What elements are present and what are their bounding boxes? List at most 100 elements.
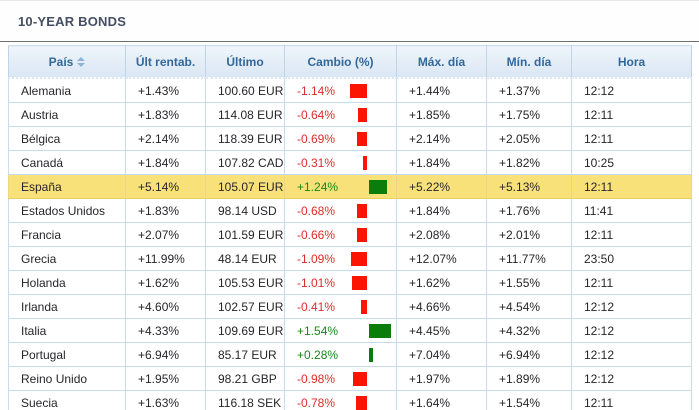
day-low-cell: +1.37% <box>486 77 572 103</box>
last-yield-cell: +4.60% <box>125 294 206 319</box>
last-price-cell: 48.14 EUR <box>205 246 285 271</box>
day-high-cell: +1.84% <box>396 198 487 223</box>
table-row: España +5.14% 105.07 EUR +1.24% +5.22% +… <box>8 174 692 199</box>
time-cell: 12:11 <box>571 126 692 151</box>
column-header-cambio[interactable]: Cambio (%) <box>284 45 397 79</box>
last-price-cell: 98.21 GBP <box>205 366 285 391</box>
change-cell: -1.14% <box>284 77 397 103</box>
last-yield-cell: +11.99% <box>125 246 206 271</box>
country-cell[interactable]: Canadá <box>8 150 126 175</box>
country-cell[interactable]: Estados Unidos <box>8 198 126 223</box>
last-price-cell: 102.57 EUR <box>205 294 285 319</box>
change-bar <box>361 299 367 314</box>
table-row: Austria +1.83% 114.08 EUR -0.64% +1.85% … <box>8 102 692 127</box>
day-high-cell: +1.85% <box>396 102 487 127</box>
change-value: -1.14% <box>297 83 336 98</box>
country-cell[interactable]: Austria <box>8 102 126 127</box>
table-header: País Últ rentab. Último Cambio (%) Máx. … <box>8 45 692 79</box>
change-cell: -0.68% <box>284 198 397 223</box>
day-low-cell: +4.32% <box>486 318 572 343</box>
change-bar <box>369 347 373 362</box>
change-cell: +1.54% <box>284 318 397 343</box>
last-price-cell: 98.14 USD <box>205 198 285 223</box>
change-bar <box>369 179 387 194</box>
day-high-cell: +5.22% <box>396 174 487 199</box>
last-yield-cell: +1.63% <box>125 390 206 410</box>
change-value: -0.64% <box>297 107 336 122</box>
table-row: Grecia +11.99% 48.14 EUR -1.09% +12.07% … <box>8 246 692 271</box>
country-cell[interactable]: Irlanda <box>8 294 126 319</box>
last-price-cell: 116.18 SEK <box>205 390 285 410</box>
time-cell: 10:25 <box>571 150 692 175</box>
last-price-cell: 101.59 EUR <box>205 222 285 247</box>
last-yield-cell: +1.83% <box>125 102 206 127</box>
change-bar <box>358 107 367 122</box>
day-high-cell: +4.66% <box>396 294 487 319</box>
table-row: Reino Unido +1.95% 98.21 GBP -0.98% +1.9… <box>8 366 692 391</box>
last-yield-cell: +1.83% <box>125 198 206 223</box>
change-cell: -0.31% <box>284 150 397 175</box>
last-yield-cell: +5.14% <box>125 174 206 199</box>
day-low-cell: +2.01% <box>486 222 572 247</box>
table-row: Canadá +1.84% 107.82 CAD -0.31% +1.84% +… <box>8 150 692 175</box>
table-row: Irlanda +4.60% 102.57 EUR -0.41% +4.66% … <box>8 294 692 319</box>
change-cell: -1.01% <box>284 270 397 295</box>
time-cell: 12:11 <box>571 102 692 127</box>
column-header-ultimo[interactable]: Último <box>205 45 285 79</box>
change-value: -0.68% <box>297 203 336 218</box>
day-low-cell: +1.76% <box>486 198 572 223</box>
change-cell: -0.64% <box>284 102 397 127</box>
column-header-max-dia[interactable]: Máx. día <box>396 45 487 79</box>
country-cell[interactable]: España <box>8 174 126 199</box>
country-cell[interactable]: Italia <box>8 318 126 343</box>
change-bar <box>357 131 367 146</box>
country-cell[interactable]: Holanda <box>8 270 126 295</box>
country-cell[interactable]: Alemania <box>8 77 126 103</box>
column-header-min-dia[interactable]: Mín. día <box>486 45 572 79</box>
column-header-ult-rentab[interactable]: Últ rentab. <box>125 45 206 79</box>
last-price-cell: 105.53 EUR <box>205 270 285 295</box>
table-row: Portugal +6.94% 85.17 EUR +0.28% +7.04% … <box>8 342 692 367</box>
day-low-cell: +1.89% <box>486 366 572 391</box>
table-row: Holanda +1.62% 105.53 EUR -1.01% +1.62% … <box>8 270 692 295</box>
time-cell: 11:41 <box>571 198 692 223</box>
change-value: -0.41% <box>297 299 336 314</box>
day-high-cell: +7.04% <box>396 342 487 367</box>
change-cell: -1.09% <box>284 246 397 271</box>
column-header-hora[interactable]: Hora <box>571 45 692 79</box>
change-bar <box>357 203 367 218</box>
column-header-pais[interactable]: País <box>8 45 126 79</box>
change-bar <box>351 251 367 266</box>
day-low-cell: +2.05% <box>486 126 572 151</box>
day-high-cell: +1.97% <box>396 366 487 391</box>
time-cell: 12:11 <box>571 270 692 295</box>
country-cell[interactable]: Bélgica <box>8 126 126 151</box>
time-cell: 12:11 <box>571 174 692 199</box>
day-high-cell: +1.64% <box>396 390 487 410</box>
country-cell[interactable]: Portugal <box>8 342 126 367</box>
change-bar <box>356 395 367 410</box>
table-row: Alemania +1.43% 100.60 EUR -1.14% +1.44%… <box>8 77 692 103</box>
country-cell[interactable]: Suecia <box>8 390 126 410</box>
last-yield-cell: +1.62% <box>125 270 206 295</box>
bonds-table: País Últ rentab. Último Cambio (%) Máx. … <box>8 45 692 410</box>
page-title: 10-YEAR BONDS <box>18 14 127 29</box>
last-yield-cell: +4.33% <box>125 318 206 343</box>
country-cell[interactable]: Grecia <box>8 246 126 271</box>
country-cell[interactable]: Reino Unido <box>8 366 126 391</box>
country-cell[interactable]: Francia <box>8 222 126 247</box>
last-price-cell: 114.08 EUR <box>205 102 285 127</box>
change-value: -1.01% <box>297 275 336 290</box>
change-bar <box>369 323 391 338</box>
time-cell: 12:12 <box>571 342 692 367</box>
change-value: +1.54% <box>297 323 339 338</box>
last-yield-cell: +6.94% <box>125 342 206 367</box>
day-high-cell: +2.08% <box>396 222 487 247</box>
last-price-cell: 100.60 EUR <box>205 77 285 103</box>
day-high-cell: +1.44% <box>396 77 487 103</box>
time-cell: 12:12 <box>571 294 692 319</box>
last-yield-cell: +2.14% <box>125 126 206 151</box>
day-low-cell: +5.13% <box>486 174 572 199</box>
time-cell: 12:12 <box>571 366 692 391</box>
change-value: -1.09% <box>297 251 336 266</box>
